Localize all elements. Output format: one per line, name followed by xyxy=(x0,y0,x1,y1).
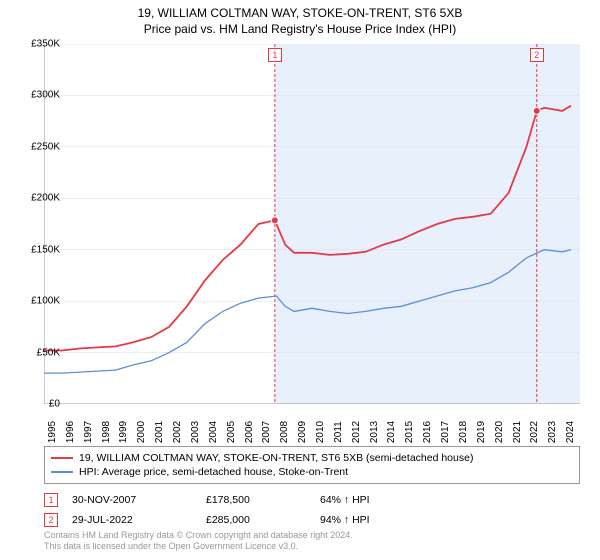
x-tick-label: 1996 xyxy=(65,421,76,443)
x-tick-label: 1995 xyxy=(47,421,58,443)
footer-line1: Contains HM Land Registry data © Crown c… xyxy=(44,530,580,541)
legend-label: HPI: Average price, semi-detached house,… xyxy=(79,466,348,478)
sale-price: £285,000 xyxy=(206,514,306,526)
sale-marker-1: 1 xyxy=(268,48,282,62)
x-tick-label: 2020 xyxy=(494,421,505,443)
x-tick-label: 1999 xyxy=(118,421,129,443)
legend-swatch xyxy=(51,471,73,473)
x-tick-label: 2009 xyxy=(297,421,308,443)
y-tick-label: £350K xyxy=(31,39,60,50)
x-tick-label: 2021 xyxy=(512,421,523,443)
x-tick-label: 2007 xyxy=(261,421,272,443)
y-tick-label: £150K xyxy=(31,244,60,255)
x-tick-label: 2003 xyxy=(190,421,201,443)
x-tick-label: 2006 xyxy=(244,421,255,443)
sale-marker-2: 2 xyxy=(530,48,544,62)
x-tick-label: 2015 xyxy=(404,421,415,443)
x-tick-label: 2002 xyxy=(172,421,183,443)
sale-hpi: 94% ↑ HPI xyxy=(320,514,420,526)
x-tick-label: 2017 xyxy=(440,421,451,443)
footer: Contains HM Land Registry data © Crown c… xyxy=(44,530,580,553)
sale-row: 1 30-NOV-2007 £178,500 64% ↑ HPI xyxy=(44,490,580,510)
legend-swatch xyxy=(51,457,73,459)
x-tick-label: 2024 xyxy=(565,421,576,443)
sale-hpi: 64% ↑ HPI xyxy=(320,494,420,506)
y-tick-label: £50K xyxy=(37,347,60,358)
x-tick-label: 2008 xyxy=(279,421,290,443)
x-tick-label: 1997 xyxy=(83,421,94,443)
y-tick-label: £100K xyxy=(31,296,60,307)
chart-svg xyxy=(44,44,580,404)
y-tick-label: £0 xyxy=(49,399,60,410)
y-tick-label: £300K xyxy=(31,90,60,101)
sales-table: 1 30-NOV-2007 £178,500 64% ↑ HPI 2 29-JU… xyxy=(44,490,580,530)
x-tick-label: 2000 xyxy=(136,421,147,443)
x-tick-label: 2012 xyxy=(351,421,362,443)
chart-container: 19, WILLIAM COLTMAN WAY, STOKE-ON-TRENT,… xyxy=(0,0,600,560)
x-tick-label: 2016 xyxy=(422,421,433,443)
x-tick-label: 1998 xyxy=(101,421,112,443)
x-tick-label: 2018 xyxy=(458,421,469,443)
legend-label: 19, WILLIAM COLTMAN WAY, STOKE-ON-TRENT,… xyxy=(79,452,473,464)
sale-row-marker: 2 xyxy=(44,513,58,527)
legend-item: 19, WILLIAM COLTMAN WAY, STOKE-ON-TRENT,… xyxy=(51,451,573,465)
x-tick-label: 2013 xyxy=(369,421,380,443)
x-tick-label: 2023 xyxy=(547,421,558,443)
x-tick-label: 2011 xyxy=(333,421,344,443)
sale-row-marker: 1 xyxy=(44,493,58,507)
x-tick-label: 2001 xyxy=(154,421,165,443)
sale-date: 30-NOV-2007 xyxy=(72,494,192,506)
y-tick-label: £200K xyxy=(31,193,60,204)
y-tick-label: £250K xyxy=(31,141,60,152)
x-tick-label: 2005 xyxy=(226,421,237,443)
sale-price: £178,500 xyxy=(206,494,306,506)
chart-title-line2: Price paid vs. HM Land Registry's House … xyxy=(0,20,600,36)
legend-item: HPI: Average price, semi-detached house,… xyxy=(51,465,573,479)
x-tick-label: 2010 xyxy=(315,421,326,443)
legend: 19, WILLIAM COLTMAN WAY, STOKE-ON-TRENT,… xyxy=(44,446,580,484)
sale-row: 2 29-JUL-2022 £285,000 94% ↑ HPI xyxy=(44,510,580,530)
chart-title-line1: 19, WILLIAM COLTMAN WAY, STOKE-ON-TRENT,… xyxy=(0,0,600,20)
x-tick-label: 2019 xyxy=(476,421,487,443)
sale-date: 29-JUL-2022 xyxy=(72,514,192,526)
x-tick-label: 2022 xyxy=(529,421,540,443)
x-tick-label: 2014 xyxy=(386,421,397,443)
x-tick-label: 2004 xyxy=(208,421,219,443)
footer-line2: This data is licensed under the Open Gov… xyxy=(44,541,580,552)
